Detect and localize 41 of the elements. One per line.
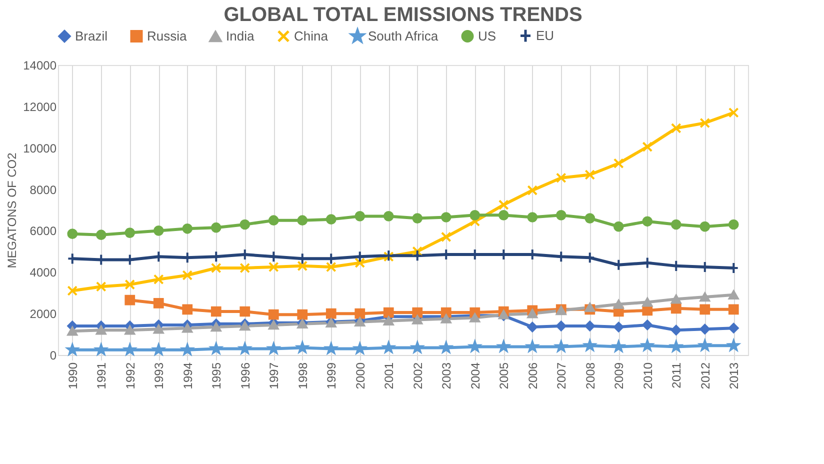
x-tick-label: 1996	[238, 362, 252, 390]
x-tick-label: 1990	[66, 362, 80, 390]
x-tick-label: 2000	[353, 362, 368, 390]
legend-label: Russia	[147, 28, 188, 44]
legend-label: South Africa	[368, 28, 439, 44]
chart-title: GLOBAL TOTAL EMISSIONS TRENDS	[224, 4, 582, 26]
x-tick-label: 1991	[94, 362, 109, 390]
x-tick-label: 2001	[382, 362, 396, 390]
x-tick-label: 2011	[670, 362, 684, 388]
y-tick-label: 8000	[30, 182, 57, 197]
x-tick-label: 2004	[468, 362, 482, 390]
y-tick-label: 6000	[30, 224, 57, 238]
legend-label: US	[478, 28, 496, 44]
x-tick-label: 1992	[123, 362, 138, 390]
legend-label: China	[294, 28, 329, 44]
y-tick-label: 14000	[23, 58, 57, 72]
y-tick-label: 4000	[30, 266, 57, 280]
x-tick-label: 2002	[410, 362, 425, 390]
legend-label: EU	[536, 28, 554, 43]
y-tick-label: 10000	[23, 141, 57, 156]
x-tick-label: 1994	[180, 362, 195, 390]
y-tick-label: 12000	[23, 100, 57, 114]
x-tick-label: 2008	[583, 362, 598, 390]
x-tick-label: 1999	[324, 362, 339, 390]
x-tick-label: 2010	[640, 362, 655, 390]
legend-label: Brazil	[75, 28, 108, 44]
x-tick-label: 2009	[612, 362, 626, 390]
legend-label: India	[226, 28, 255, 44]
x-tick-label: 2005	[497, 362, 512, 390]
y-tick-label: 2000	[30, 307, 57, 322]
x-tick-label: 1995	[210, 362, 224, 390]
y-axis-title: MEGATONS OF CO2	[5, 152, 20, 268]
x-tick-label: 2013	[727, 362, 742, 390]
x-tick-label: 1997	[267, 362, 282, 390]
x-tick-label: 1998	[296, 362, 310, 390]
x-tick-label: 2012	[698, 362, 712, 390]
x-tick-label: 2006	[526, 362, 540, 390]
x-tick-label: 2003	[440, 362, 454, 390]
x-tick-label: 2007	[554, 362, 569, 390]
y-tick-label: 0	[50, 348, 57, 362]
x-tick-label: 1993	[152, 362, 166, 390]
